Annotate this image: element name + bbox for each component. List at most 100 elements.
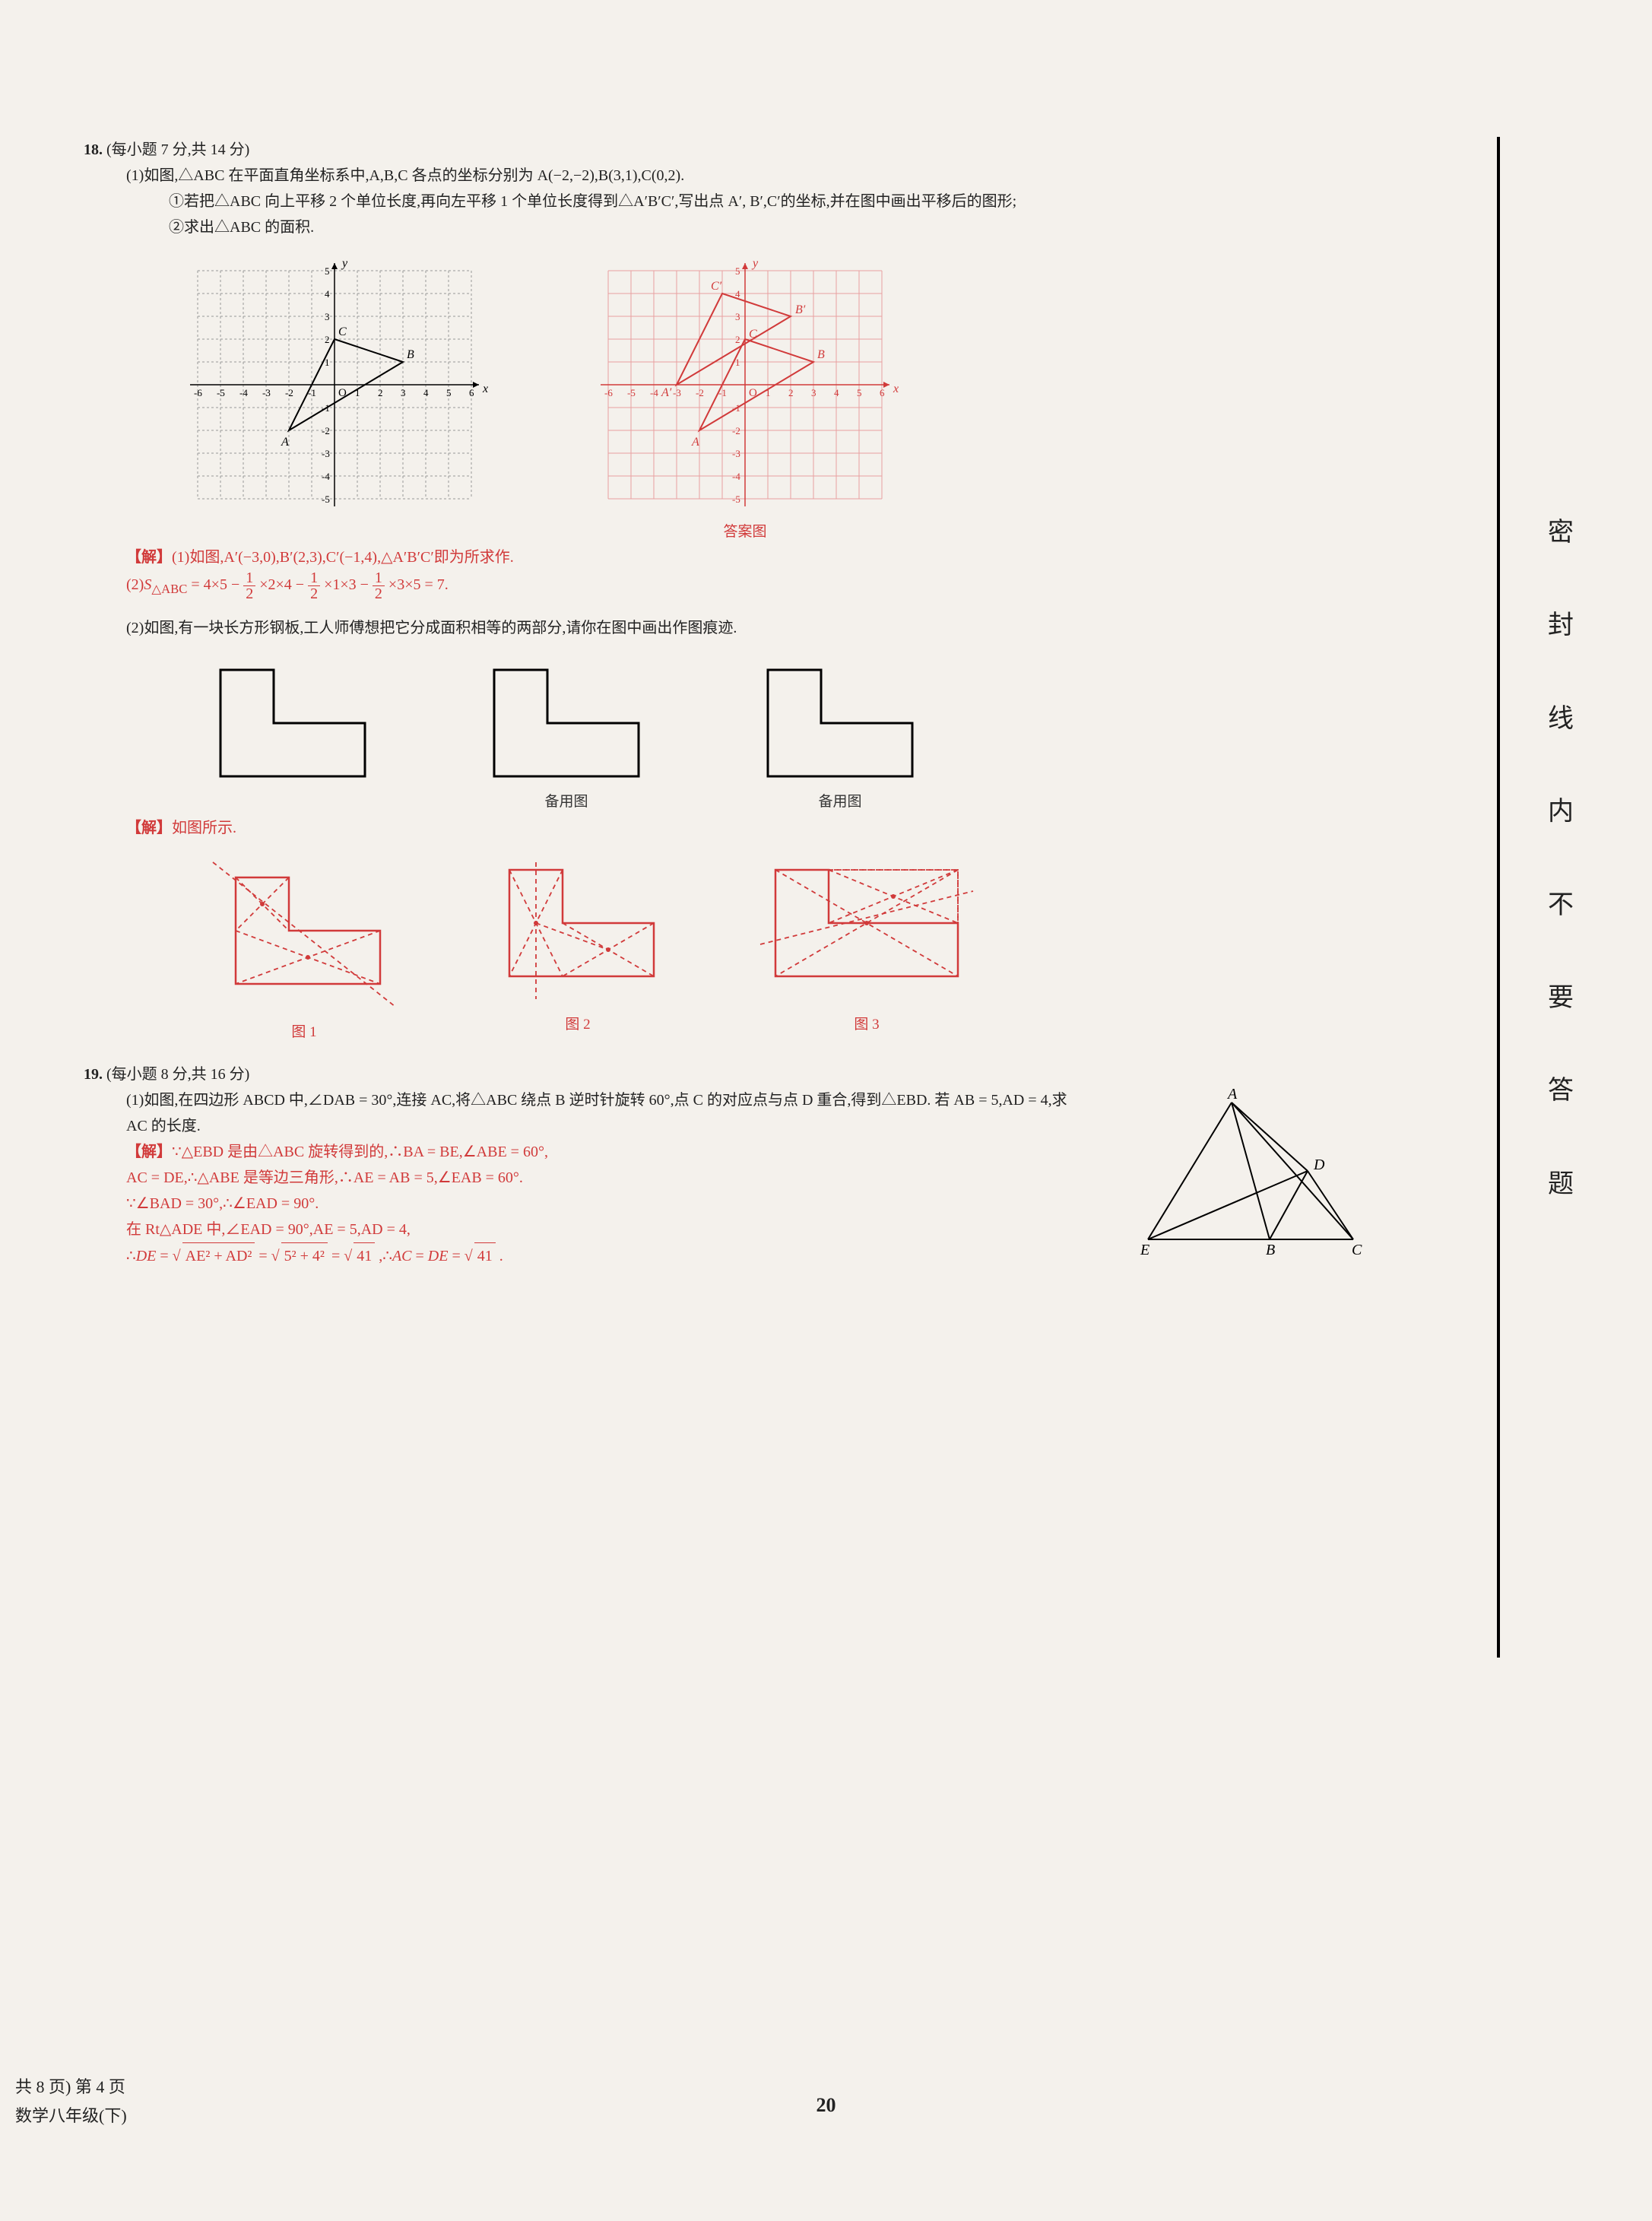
svg-text:-2: -2 — [322, 425, 330, 436]
svg-text:A: A — [1226, 1087, 1238, 1103]
svg-text:2: 2 — [735, 334, 740, 345]
sol-label-2: 【解】 — [126, 820, 172, 836]
sol-fig2-icon — [479, 855, 677, 1007]
q19-triangle-icon: A D E B C — [1133, 1087, 1376, 1262]
lshape-3: 备用图 — [753, 655, 927, 814]
q18-points: (每小题 7 分,共 14 分) — [106, 141, 249, 158]
answer-grid-caption: 答案图 — [723, 520, 766, 544]
q19-sol-l1: AC = DE,∴△ABE 是等边三角形,∴AE = AB = 5,∠EAB =… — [126, 1165, 1080, 1191]
q19: 19. (每小题 8 分,共 16 分) (1)如图,在四边形 ABCD 中,∠… — [84, 1061, 1376, 1269]
svg-text:x: x — [893, 382, 899, 395]
svg-text:y: y — [751, 257, 759, 270]
svg-text:-4: -4 — [239, 387, 248, 398]
q18-p2-intro: (2)如图,有一块长方形钢板,工人师傅想把它分成面积相等的两部分,请你在图中画出… — [84, 615, 1376, 641]
sol-fig-2: 图 2 — [479, 855, 677, 1045]
svg-text:x: x — [482, 382, 488, 395]
q19-sol-l2: ∵∠BAD = 30°,∴∠EAD = 90°. — [126, 1191, 1080, 1217]
svg-text:-3: -3 — [262, 387, 271, 398]
q19-sol-label: 【解】 — [126, 1144, 172, 1160]
l-shape-icon — [753, 655, 927, 784]
sol-fig3-label: 图 3 — [854, 1013, 879, 1037]
svg-text:-3: -3 — [673, 387, 681, 398]
q19-number: 19. — [84, 1066, 103, 1083]
svg-text:-5: -5 — [732, 493, 740, 505]
svg-text:-3: -3 — [732, 448, 740, 459]
sol-fig-1: 图 1 — [205, 855, 403, 1045]
q18-grid-right: x y O -6-5-4-3-2-1 123456 12345 -1-2-3-4… — [585, 255, 905, 544]
svg-text:-5: -5 — [322, 493, 330, 505]
q19-sol-l3: 在 Rt△ADE 中,∠EAD = 90°,AE = 5,AD = 4, — [126, 1217, 1080, 1242]
svg-text:6: 6 — [880, 387, 885, 398]
q19-sol-l0: ∵△EBD 是由△ABC 旋转得到的,∴BA = BE,∠ABE = 60°, — [172, 1144, 548, 1160]
sol-fig2-label: 图 2 — [565, 1013, 590, 1037]
svg-text:3: 3 — [401, 387, 406, 398]
q18: 18. (每小题 7 分,共 14 分) (1)如图,△ABC 在平面直角坐标系… — [84, 137, 1376, 1045]
svg-text:-4: -4 — [732, 471, 740, 482]
svg-text:-4: -4 — [322, 471, 330, 482]
svg-text:2: 2 — [378, 387, 383, 398]
q19-sol-l4: ∴DE = √AE² + AD² = √5² + 4² = √41 ,∴AC =… — [126, 1242, 1080, 1269]
q18-p1-sub1: ①若把△ABC 向上平移 2 个单位长度,再向左平移 1 个单位长度得到△A′B… — [84, 189, 1376, 214]
coord-grid-answer: x y O -6-5-4-3-2-1 123456 12345 -1-2-3-4… — [585, 255, 905, 514]
svg-text:-4: -4 — [650, 387, 658, 398]
q18-sol-figs: 图 1 图 2 — [205, 855, 1376, 1045]
svg-text:2: 2 — [325, 334, 330, 345]
q18-number: 18. — [84, 141, 103, 158]
svg-text:4: 4 — [834, 387, 839, 398]
svg-text:2: 2 — [788, 387, 794, 398]
q18-sol2-text: 如图所示. — [172, 820, 236, 836]
svg-text:5: 5 — [325, 265, 330, 277]
svg-text:E: E — [1140, 1242, 1149, 1258]
svg-text:-2: -2 — [696, 387, 704, 398]
svg-text:-6: -6 — [604, 387, 613, 398]
svg-text:4: 4 — [325, 288, 330, 300]
svg-text:6: 6 — [469, 387, 474, 398]
page-number: 20 — [0, 2089, 1652, 2122]
svg-text:-6: -6 — [194, 387, 202, 398]
q19-sol: 【解】∵△EBD 是由△ABC 旋转得到的,∴BA = BE,∠ABE = 60… — [126, 1139, 1080, 1165]
seal-line — [1497, 137, 1500, 1658]
l-shape-icon — [479, 655, 654, 784]
q18-sol1: 【解】(1)如图,A′(−3,0),B′(2,3),C′(−1,4),△A′B′… — [84, 544, 1376, 570]
svg-text:A: A — [691, 436, 699, 449]
svg-text:A: A — [281, 436, 289, 449]
backup-caption-2: 备用图 — [818, 790, 861, 814]
sol-fig3-icon — [753, 855, 981, 1007]
lshape-2: 备用图 — [479, 655, 654, 814]
q18-sol2: 【解】如图所示. — [84, 815, 1376, 841]
lshape-1 — [205, 655, 380, 814]
sol-label: 【解】 — [126, 549, 172, 566]
q18-sol1-l2: (2)S△ABC = 4×5 − 12 ×2×4 − 12 ×1×3 − 12 … — [84, 570, 1376, 601]
seal-text: 密 封 线 内 不 要 答 题 — [1546, 487, 1576, 1231]
q18-p1-sub2: ②求出△ABC 的面积. — [84, 214, 1376, 240]
sol-fig1-label: 图 1 — [291, 1020, 316, 1045]
svg-text:3: 3 — [811, 387, 816, 398]
svg-text:-5: -5 — [217, 387, 225, 398]
svg-text:B′: B′ — [795, 303, 806, 316]
svg-text:C′: C′ — [711, 280, 722, 293]
svg-text:-5: -5 — [627, 387, 636, 398]
l-shape-icon — [205, 655, 380, 784]
svg-text:B: B — [1266, 1242, 1275, 1258]
svg-text:-2: -2 — [732, 425, 740, 436]
sol-fig-3: 图 3 — [753, 855, 981, 1045]
svg-text:A′: A′ — [661, 386, 672, 399]
svg-text:3: 3 — [735, 311, 740, 322]
q18-p1-intro: (1)如图,△ABC 在平面直角坐标系中,A,B,C 各点的坐标分别为 A(−2… — [84, 163, 1376, 189]
svg-text:5: 5 — [857, 387, 862, 398]
q18-grid-row: x y O -6-5-4-3-2-1 123456 12345 -1-2-3-4… — [175, 255, 1376, 544]
coord-grid-question: x y O -6-5-4-3-2-1 123456 12345 -1-2-3-4… — [175, 255, 494, 514]
q18-grid-left: x y O -6-5-4-3-2-1 123456 12345 -1-2-3-4… — [175, 255, 494, 544]
q19-p1-intro: (1)如图,在四边形 ABCD 中,∠DAB = 30°,连接 AC,将△ABC… — [126, 1087, 1080, 1139]
q19-text-block: (1)如图,在四边形 ABCD 中,∠DAB = 30°,连接 AC,将△ABC… — [126, 1087, 1080, 1269]
svg-text:4: 4 — [423, 387, 429, 398]
svg-text:-3: -3 — [322, 448, 330, 459]
backup-caption-1: 备用图 — [544, 790, 588, 814]
svg-text:y: y — [341, 257, 348, 270]
q18-lshapes: 备用图 备用图 — [205, 655, 1376, 814]
svg-text:5: 5 — [735, 265, 740, 277]
svg-text:-2: -2 — [285, 387, 293, 398]
svg-text:B: B — [817, 348, 825, 361]
svg-text:C: C — [338, 325, 347, 338]
svg-text:5: 5 — [446, 387, 452, 398]
